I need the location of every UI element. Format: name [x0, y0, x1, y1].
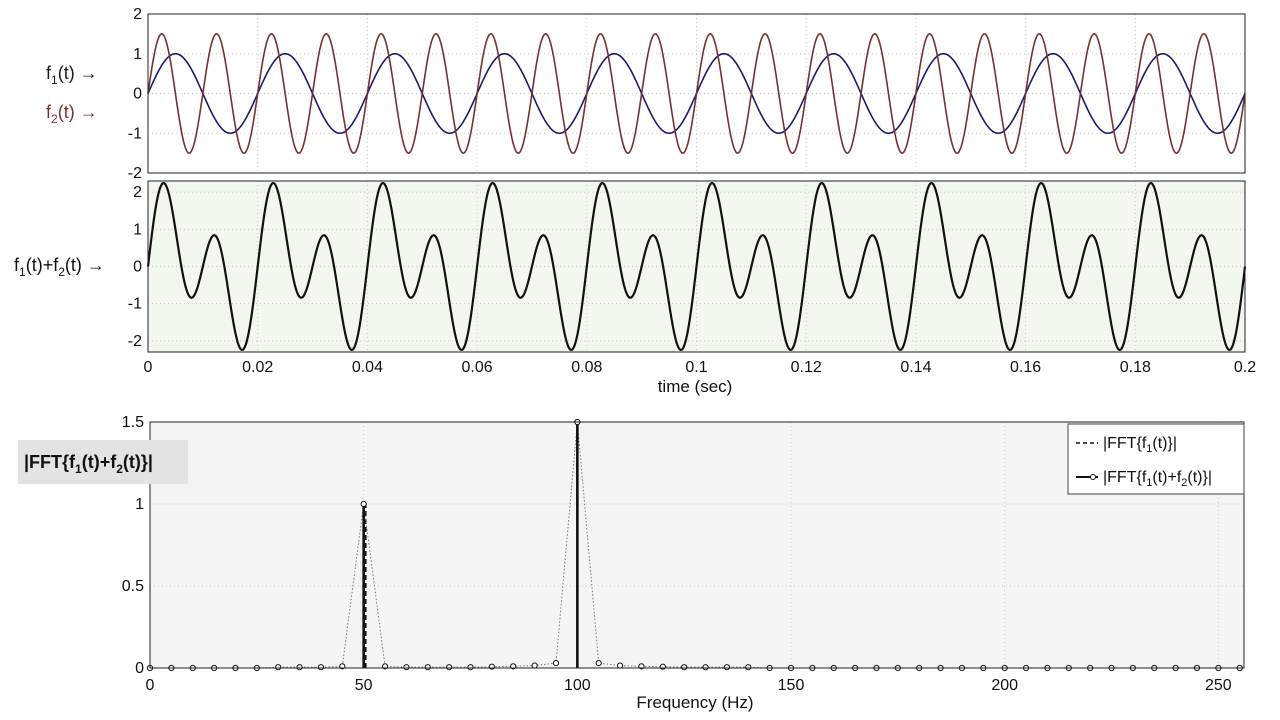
bottom-x-ticks: 0 50 100 150 200 250: [146, 677, 1232, 694]
frequency-tick-label: 150: [778, 677, 805, 694]
fft-legend: |FFT{f1(t)}| |FFT{f1(t)+f2(t)}|: [1067, 423, 1245, 495]
time-tick-label: 0.04: [352, 359, 383, 376]
frequency-tick-label: 0: [146, 677, 155, 694]
fft-sum-point: [659, 663, 666, 670]
f2-label: f2(t) →: [46, 102, 98, 126]
middle-x-ticks: 0 0.02 0.04 0.06 0.08 0.1 0.12 0.14 0.16 0.18 0.2: [144, 359, 1257, 376]
fft-sum-point: [595, 659, 602, 667]
fft-sum-point: [616, 662, 624, 669]
fft-sum-point: [275, 664, 282, 671]
fft-sum-point: [745, 664, 752, 671]
time-tick-label: 0.14: [900, 359, 931, 376]
top-y-tick-label: 2: [133, 6, 142, 23]
series-line-sum: [146, 181, 1247, 352]
top-y-tick-label: -2: [128, 165, 142, 182]
middle-y-tick-label: -2: [128, 333, 142, 350]
top-panel: -2 -1 0 1 2 f1(t) → f2(t) →: [46, 6, 1246, 182]
middle-y-ticks: -2 -1 0 1 2: [128, 184, 142, 350]
fft-sum-point: [424, 664, 431, 671]
series-line-f2: [147, 33, 1246, 154]
middle-panel: -2 -1 0 1 2 0 0.02 0.04 0.06 0.08 0.1 0.12 0.14 0.16…: [14, 180, 1257, 396]
frequency-tick-label: 100: [564, 677, 591, 694]
bottom-y-tick-label: 0.5: [122, 578, 144, 595]
top-series: [147, 33, 1246, 154]
time-tick-label: 0.12: [791, 359, 822, 376]
fft-sum-point: [552, 659, 560, 667]
fft-sum-point: [531, 662, 538, 669]
bottom-panel: 0 0.5 1 1.5 0 50 100 150 200 250 |FFT{f1(t)+f2(t…: [18, 414, 1245, 712]
middle-frame: [147, 180, 1246, 353]
fft-label-box: [18, 440, 188, 484]
legend-entry-f1: |FFT{f1(t)}|: [1103, 435, 1177, 455]
time-axis-label: time (sec): [658, 377, 733, 396]
time-tick-label: 0.16: [1010, 359, 1041, 376]
top-y-ticks: -2 -1 0 1 2: [128, 6, 142, 182]
bottom-y-ticks: 0 0.5 1 1.5: [122, 414, 144, 677]
top-y-tick-label: 0: [133, 86, 142, 103]
frequency-tick-label: 50: [355, 677, 373, 694]
bottom-y-tick-label: 1.5: [122, 414, 144, 431]
frequency-tick-label: 200: [991, 677, 1018, 694]
legend-entry-sum: |FFT{f1(t)+f2(t)}|: [1103, 469, 1212, 489]
f1-label: f1(t) →: [46, 63, 98, 87]
time-tick-label: 0.1: [685, 359, 707, 376]
time-tick-label: 0: [144, 359, 153, 376]
legend-box: [1067, 423, 1245, 495]
fft-sum-point: [702, 664, 709, 671]
fft-sum-point: [317, 664, 325, 671]
time-tick-label: 0.02: [242, 359, 273, 376]
top-frame: [147, 13, 1246, 174]
time-tick-label: 0.2: [1234, 359, 1256, 376]
middle-y-tick-label: -1: [128, 296, 142, 313]
middle-y-tick-label: 1: [133, 221, 142, 238]
bottom-y-tick-label: 1: [135, 496, 144, 513]
bottom-plot-area: [150, 422, 1244, 668]
fft-sum-point: [681, 664, 688, 671]
top-y-tick-label: -1: [128, 125, 142, 142]
top-y-tick-label: 1: [133, 46, 142, 63]
middle-y-tick-label: 0: [133, 259, 142, 276]
fft-sum-point: [360, 500, 367, 508]
sum-label: f1(t)+f2(t) →: [14, 255, 105, 279]
fft-sum-point: [467, 664, 474, 671]
middle-y-tick-label: 2: [133, 184, 142, 201]
time-tick-label: 0.06: [462, 359, 493, 376]
fft-sum-point: [446, 664, 453, 671]
fft-sum-point: [296, 664, 303, 671]
fft-sum-point: [403, 664, 410, 671]
bottom-frame: [149, 421, 1245, 669]
middle-series: [146, 181, 1247, 352]
frequency-tick-label: 250: [1205, 677, 1232, 694]
frequency-axis-label: Frequency (Hz): [636, 693, 753, 712]
fft-sum-point: [488, 663, 495, 670]
fft-label: |FFT{f1(t)+f2(t)}|: [24, 452, 153, 476]
fft-sum-point: [723, 664, 731, 671]
bottom-y-tick-label: 0: [135, 660, 144, 677]
time-tick-label: 0.18: [1120, 359, 1151, 376]
legend-marker: [1090, 474, 1096, 480]
time-tick-label: 0.08: [571, 359, 602, 376]
